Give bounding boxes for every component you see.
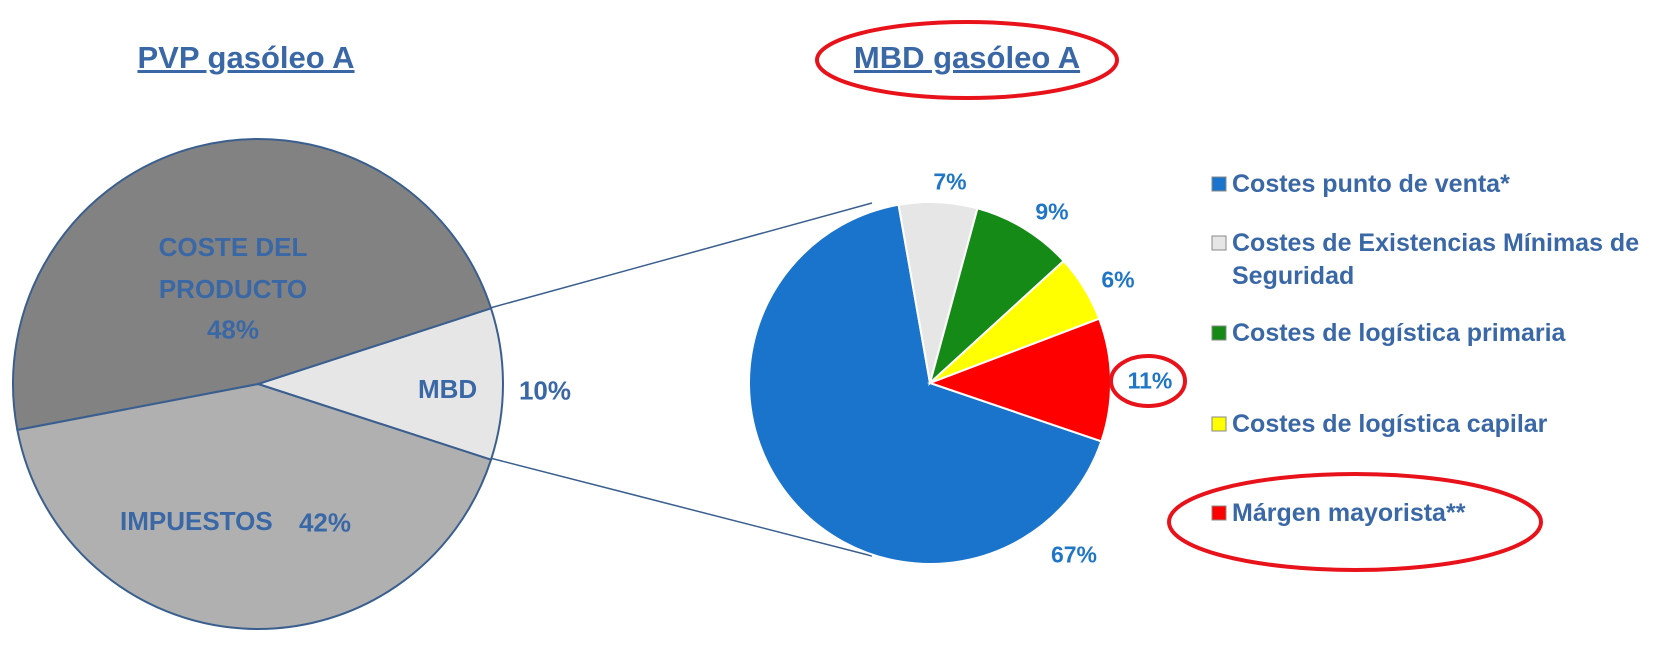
value-label: 11% (1127, 367, 1173, 394)
connector (489, 202, 873, 309)
value-label: 9% (1035, 198, 1069, 225)
value-label: 48% (206, 314, 260, 345)
highlight-ellipse (1109, 354, 1187, 408)
pie-slice (748, 203, 1103, 565)
legend-entry: Costes punto de venta* (1232, 170, 1510, 198)
pie-slice (928, 207, 1066, 387)
legend-entry: Márgen mayorista** (1232, 499, 1466, 527)
legend-marker (1211, 176, 1227, 192)
pie-slice (254, 307, 504, 461)
pie-slice (16, 382, 493, 630)
legend-marker (1211, 416, 1227, 432)
legend-marker (1211, 325, 1227, 341)
highlight-ellipse (1167, 472, 1543, 572)
legend-entry: Costes de logística capilar (1232, 410, 1548, 438)
pie-slice (12, 138, 493, 432)
chart-title: PVP gasóleo A (137, 40, 355, 75)
value-label: 42% (298, 507, 352, 538)
slice-label: COSTE DEL PRODUCTO (158, 232, 308, 304)
legend-marker (1211, 235, 1227, 251)
value-label: 67% (1050, 541, 1098, 568)
slice-label: IMPUESTOS (120, 506, 273, 536)
value-label: 6% (1101, 266, 1135, 293)
value-label: 7% (933, 168, 967, 195)
connector (489, 457, 873, 557)
highlight-ellipse (815, 20, 1119, 100)
legend-entry: Costes de Existencias Mínimas de Segurid… (1232, 229, 1640, 290)
legend-entry: Costes de logística primaria (1232, 319, 1566, 347)
value-label: 10% (518, 375, 572, 406)
chart-title: MBD gasóleo A (853, 40, 1081, 75)
legend-marker (1211, 505, 1227, 521)
slice-label: MBD (418, 374, 478, 404)
